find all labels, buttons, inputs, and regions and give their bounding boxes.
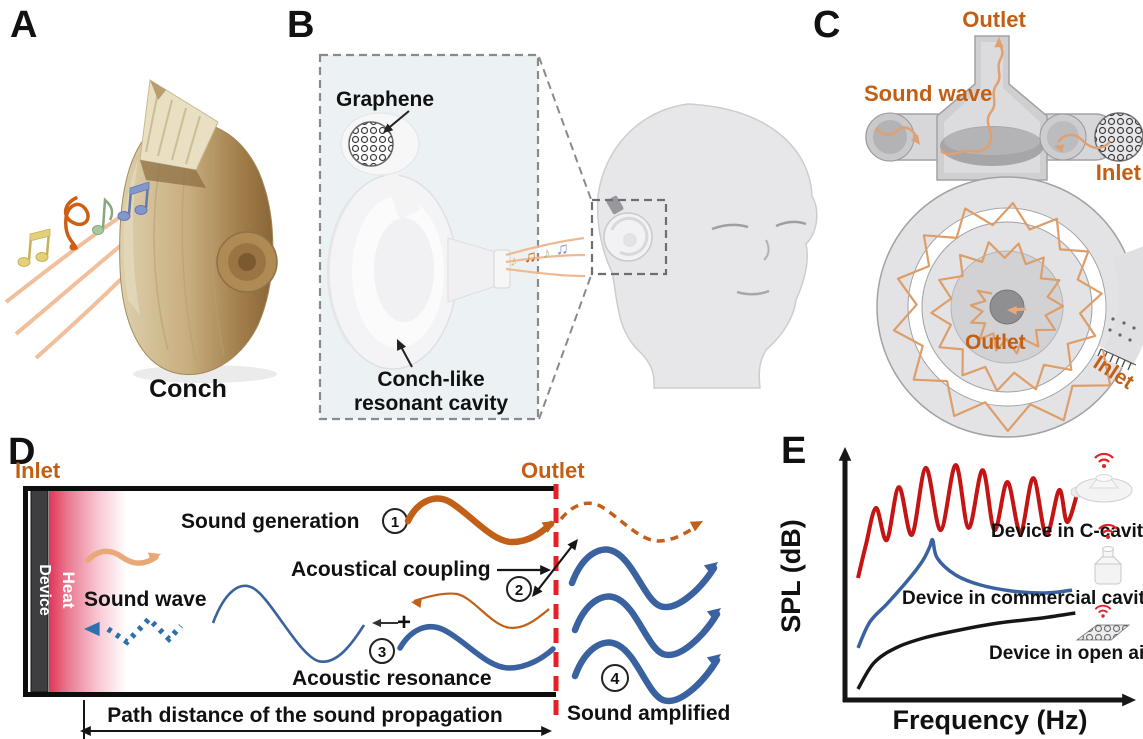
- eyes: [711, 220, 807, 231]
- step3-label: Acoustic resonance: [292, 667, 492, 690]
- reflected-sound-wave: [413, 592, 550, 629]
- cross-section-inlet-label: Inlet: [1096, 160, 1142, 185]
- graphene-label: Graphene: [336, 88, 434, 111]
- inlet-graphene-mesh-icon: [1094, 112, 1143, 162]
- x-axis-label: Frequency (Hz): [892, 705, 1087, 735]
- nose: [763, 239, 770, 261]
- forward-heat-wave: [85, 548, 159, 566]
- heat-label: Heat: [59, 572, 78, 609]
- spiral-cavity-top-view: Outlet Inlet: [876, 176, 1143, 438]
- small-green-note-icon: ♪: [543, 245, 551, 262]
- green-note-icon: [92, 197, 114, 235]
- cross-section-outlet-label: Outlet: [962, 7, 1026, 32]
- panel-d: D Inlet Outlet Device Heat Sound generat…: [8, 431, 730, 739]
- path-distance-label: Path distance of the sound propagation: [107, 704, 503, 727]
- standing-wave: [211, 584, 366, 663]
- step3-badge: 3: [369, 638, 395, 664]
- cavity-label-line2: resonant cavity: [354, 392, 508, 415]
- worn-earbud: [603, 195, 653, 262]
- curve-open-air: [856, 611, 1076, 690]
- plus-sign: +: [397, 609, 411, 636]
- spiral-sound-wave: [892, 201, 1112, 432]
- coupling-double-arrow: [533, 540, 577, 596]
- device-bar-label: Device: [36, 564, 53, 616]
- legend-c-cavity: Device in C-cavity: [991, 521, 1143, 542]
- panel-e: E SPL (dB) Frequency (Hz) Device in C-ca…: [776, 430, 1143, 735]
- conch-shell-illustration: [119, 79, 278, 383]
- step4-badge: 4: [601, 664, 629, 692]
- c-cavity-device-icon: [1070, 452, 1133, 503]
- wifi-icon: [1098, 523, 1118, 539]
- music-notes: [17, 181, 150, 267]
- mesh-dots: [1108, 317, 1136, 342]
- step1-label: Sound generation: [181, 510, 360, 533]
- d-outlet-label: Outlet: [521, 458, 585, 483]
- conch-caption: Conch: [149, 375, 227, 403]
- panel-c: C Outlet Sound wave: [813, 4, 1143, 438]
- step1-badge: 1: [382, 508, 408, 534]
- amplified-waves: [568, 546, 721, 705]
- panel-d-label: D: [8, 431, 35, 473]
- step2-badge: 2: [506, 576, 532, 602]
- legend-commercial-cavity: Device in commercial cavity: [902, 588, 1143, 609]
- wifi-icon: [1094, 604, 1112, 618]
- cavity-outline-box: [23, 486, 556, 697]
- spiral-outlet-label: Outlet: [965, 331, 1026, 354]
- d-inlet-label: Inlet: [15, 458, 61, 483]
- escaping-sound-wave: [559, 501, 700, 543]
- wifi-icon: [1094, 452, 1114, 468]
- panel-a: A: [4, 4, 278, 403]
- spiral-inlet-tail: [1097, 246, 1143, 371]
- graphene-mesh-icon: [348, 121, 394, 167]
- mouth: [736, 289, 770, 296]
- blue-note-icon: [117, 181, 150, 221]
- y-axis-label: SPL (dB): [776, 519, 806, 633]
- small-blue-note-icon: ♫: [556, 239, 569, 258]
- svg-text:4: 4: [611, 671, 620, 688]
- small-orange-note-icon: ♫: [524, 247, 537, 266]
- head-illustration: [590, 103, 818, 389]
- ear-zoom-box: [590, 198, 668, 276]
- open-air-graphene-icon: [1075, 604, 1131, 641]
- resonant-wave: [397, 624, 556, 671]
- step4-label: Sound amplified: [567, 702, 730, 725]
- panel-a-label: A: [10, 4, 37, 46]
- curve-c-cavity: [856, 462, 1080, 579]
- panel-e-label: E: [781, 430, 806, 472]
- d-sound-wave-label: Sound wave: [84, 588, 207, 611]
- cavity-label-line1: Conch-like: [377, 368, 484, 391]
- heat-gradient: [49, 490, 137, 692]
- legend-open-air: Device in open air: [989, 643, 1143, 664]
- yellow-note-icon: [17, 228, 51, 267]
- generated-sound-wave: [404, 495, 555, 546]
- curve-commercial-cavity: [856, 537, 1073, 649]
- svg-text:1: 1: [391, 514, 399, 531]
- svg-text:2: 2: [515, 582, 523, 599]
- commercial-cavity-device-icon: [1093, 523, 1123, 585]
- panel-b-label: B: [287, 4, 314, 46]
- cross-section-sound-wave-label: Sound wave: [864, 81, 992, 106]
- zoom-connector-lines: [538, 56, 593, 420]
- step2-label: Acoustical coupling: [291, 558, 491, 581]
- sound-path: [875, 39, 1111, 156]
- earbud-device-illustration: [326, 112, 511, 370]
- small-yellow-note-icon: ♪: [510, 253, 518, 270]
- svg-text:3: 3: [378, 644, 386, 661]
- panel-c-label: C: [813, 4, 840, 46]
- treble-clef-icon: [63, 196, 90, 251]
- cavity-cross-section: Outlet Sound wave Inlet: [864, 7, 1143, 185]
- emitted-music-notes: ♪ ♫ ♪ ♫: [505, 236, 586, 278]
- panel-b: B Graphene Conch-like resonant cavity ♪: [287, 4, 593, 421]
